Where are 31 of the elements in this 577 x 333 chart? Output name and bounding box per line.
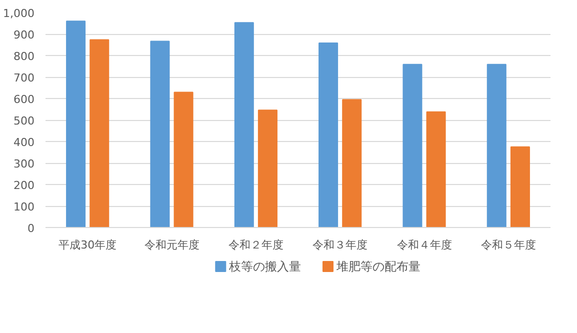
bar [342,99,362,228]
y-tick-label: 500 [14,114,35,128]
y-tick-label: 100 [14,200,35,214]
bar [150,40,170,228]
bar [426,111,446,228]
legend-label: 堆肥等の配布量 [335,260,420,274]
y-tick-label: 200 [14,179,35,192]
y-tick-label: 700 [14,72,35,84]
y-tick-label: 0 [28,222,34,235]
bar [318,42,338,228]
y-tick-label: 900 [14,28,35,42]
y-tick-label: 800 [14,50,35,63]
x-tick-label: 平成30年度 [58,238,117,252]
x-tick-label: 令和元年度 [144,238,200,252]
y-tick-label: 300 [14,158,35,170]
bar [258,110,278,228]
bar [510,146,530,228]
x-tick-label: 令和２年度 [228,238,284,252]
y-tick-label: 1,000 [3,7,35,20]
bar [174,92,194,228]
x-tick-label: 令和３年度 [312,238,368,252]
legend-label: 枝等の搬入量 [228,260,302,274]
bar [234,22,254,228]
y-tick-label: 400 [14,136,35,149]
bar [66,20,86,228]
x-tick-label: 令和５年度 [480,238,536,252]
y-tick-label: 600 [14,93,35,106]
bar [402,64,422,228]
x-tick-label: 令和４年度 [396,238,452,252]
bar [486,64,506,228]
bar [90,39,110,228]
